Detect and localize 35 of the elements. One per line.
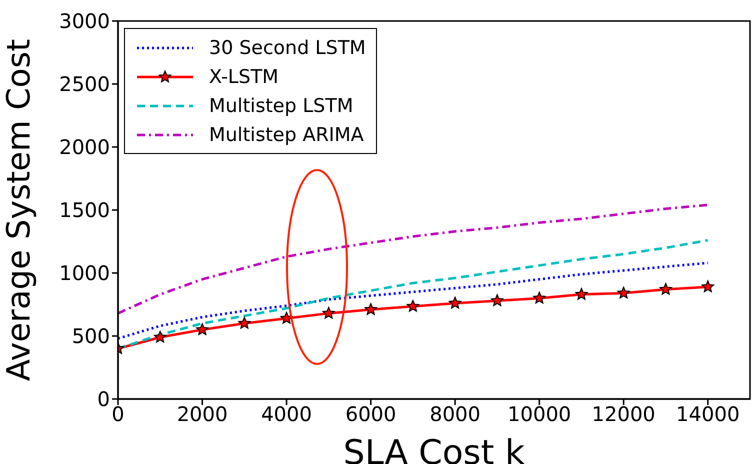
point — [448, 296, 462, 309]
point — [575, 288, 588, 300]
legend-label: Multistep LSTM — [209, 94, 354, 116]
legend-label: X-LSTM — [209, 66, 279, 88]
y-tick-label: 2500 — [59, 72, 110, 96]
y-axis-title: Average System Cost — [0, 38, 38, 382]
x-tick-label: 12000 — [592, 402, 656, 426]
x-tick-label: 8000 — [430, 402, 481, 426]
line-series — [118, 262, 710, 340]
point — [364, 303, 378, 315]
x-tick-label: 2000 — [176, 402, 228, 426]
point — [322, 306, 335, 319]
point — [406, 300, 420, 312]
x-tick-label: 6000 — [345, 402, 396, 426]
point — [660, 282, 672, 295]
line-series — [118, 204, 710, 315]
point — [196, 323, 208, 336]
point — [490, 294, 504, 306]
point — [154, 330, 166, 343]
point — [617, 286, 630, 299]
point — [702, 280, 714, 292]
y-tick-label: 2000 — [59, 135, 110, 160]
y-tick-label: 500 — [72, 324, 110, 348]
y-tick-label: 3000 — [59, 9, 110, 34]
point — [533, 292, 546, 304]
x-tick-label: 14000 — [676, 402, 740, 426]
y-tick-label: 1500 — [59, 198, 110, 222]
legend-label: Multistep ARIMA — [209, 124, 364, 146]
point — [280, 312, 293, 324]
y-tick-label: 0 — [97, 387, 110, 412]
x-tick-label: 10000 — [508, 402, 572, 426]
legend-label: 30 Second LSTM — [209, 36, 366, 58]
y-tick-label: 1000 — [59, 261, 110, 286]
x-tick-label: 4000 — [261, 402, 312, 426]
point — [238, 316, 251, 329]
